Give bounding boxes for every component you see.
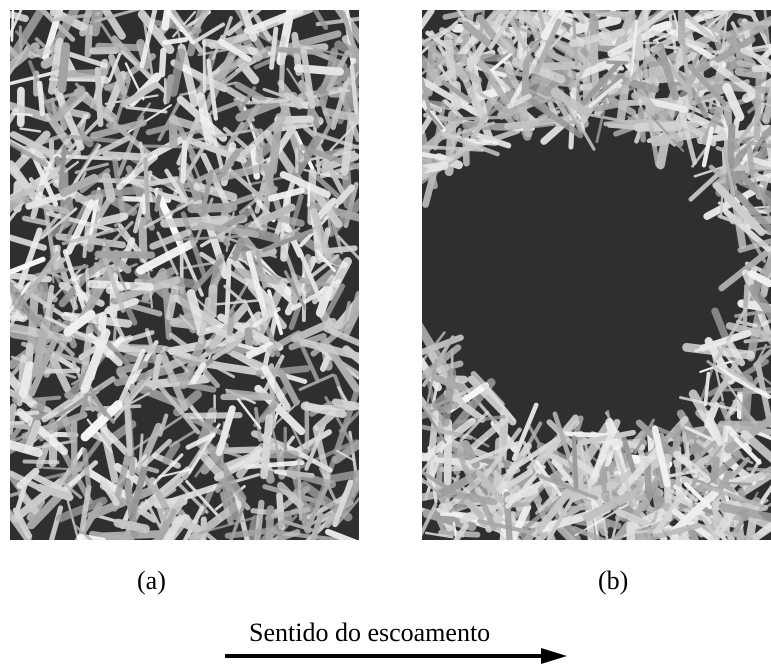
caption-a: (a) [137, 566, 166, 595]
flow-direction-label: Sentido do escoamento [249, 618, 491, 647]
straw-mulch-photo-a [10, 10, 359, 540]
photo-panel-b [422, 10, 771, 540]
flow-direction-arrow-icon [225, 648, 567, 664]
caption-b: (b) [598, 566, 629, 595]
photo-panel-a [10, 10, 359, 540]
straw-mulch-photo-b [422, 10, 771, 540]
